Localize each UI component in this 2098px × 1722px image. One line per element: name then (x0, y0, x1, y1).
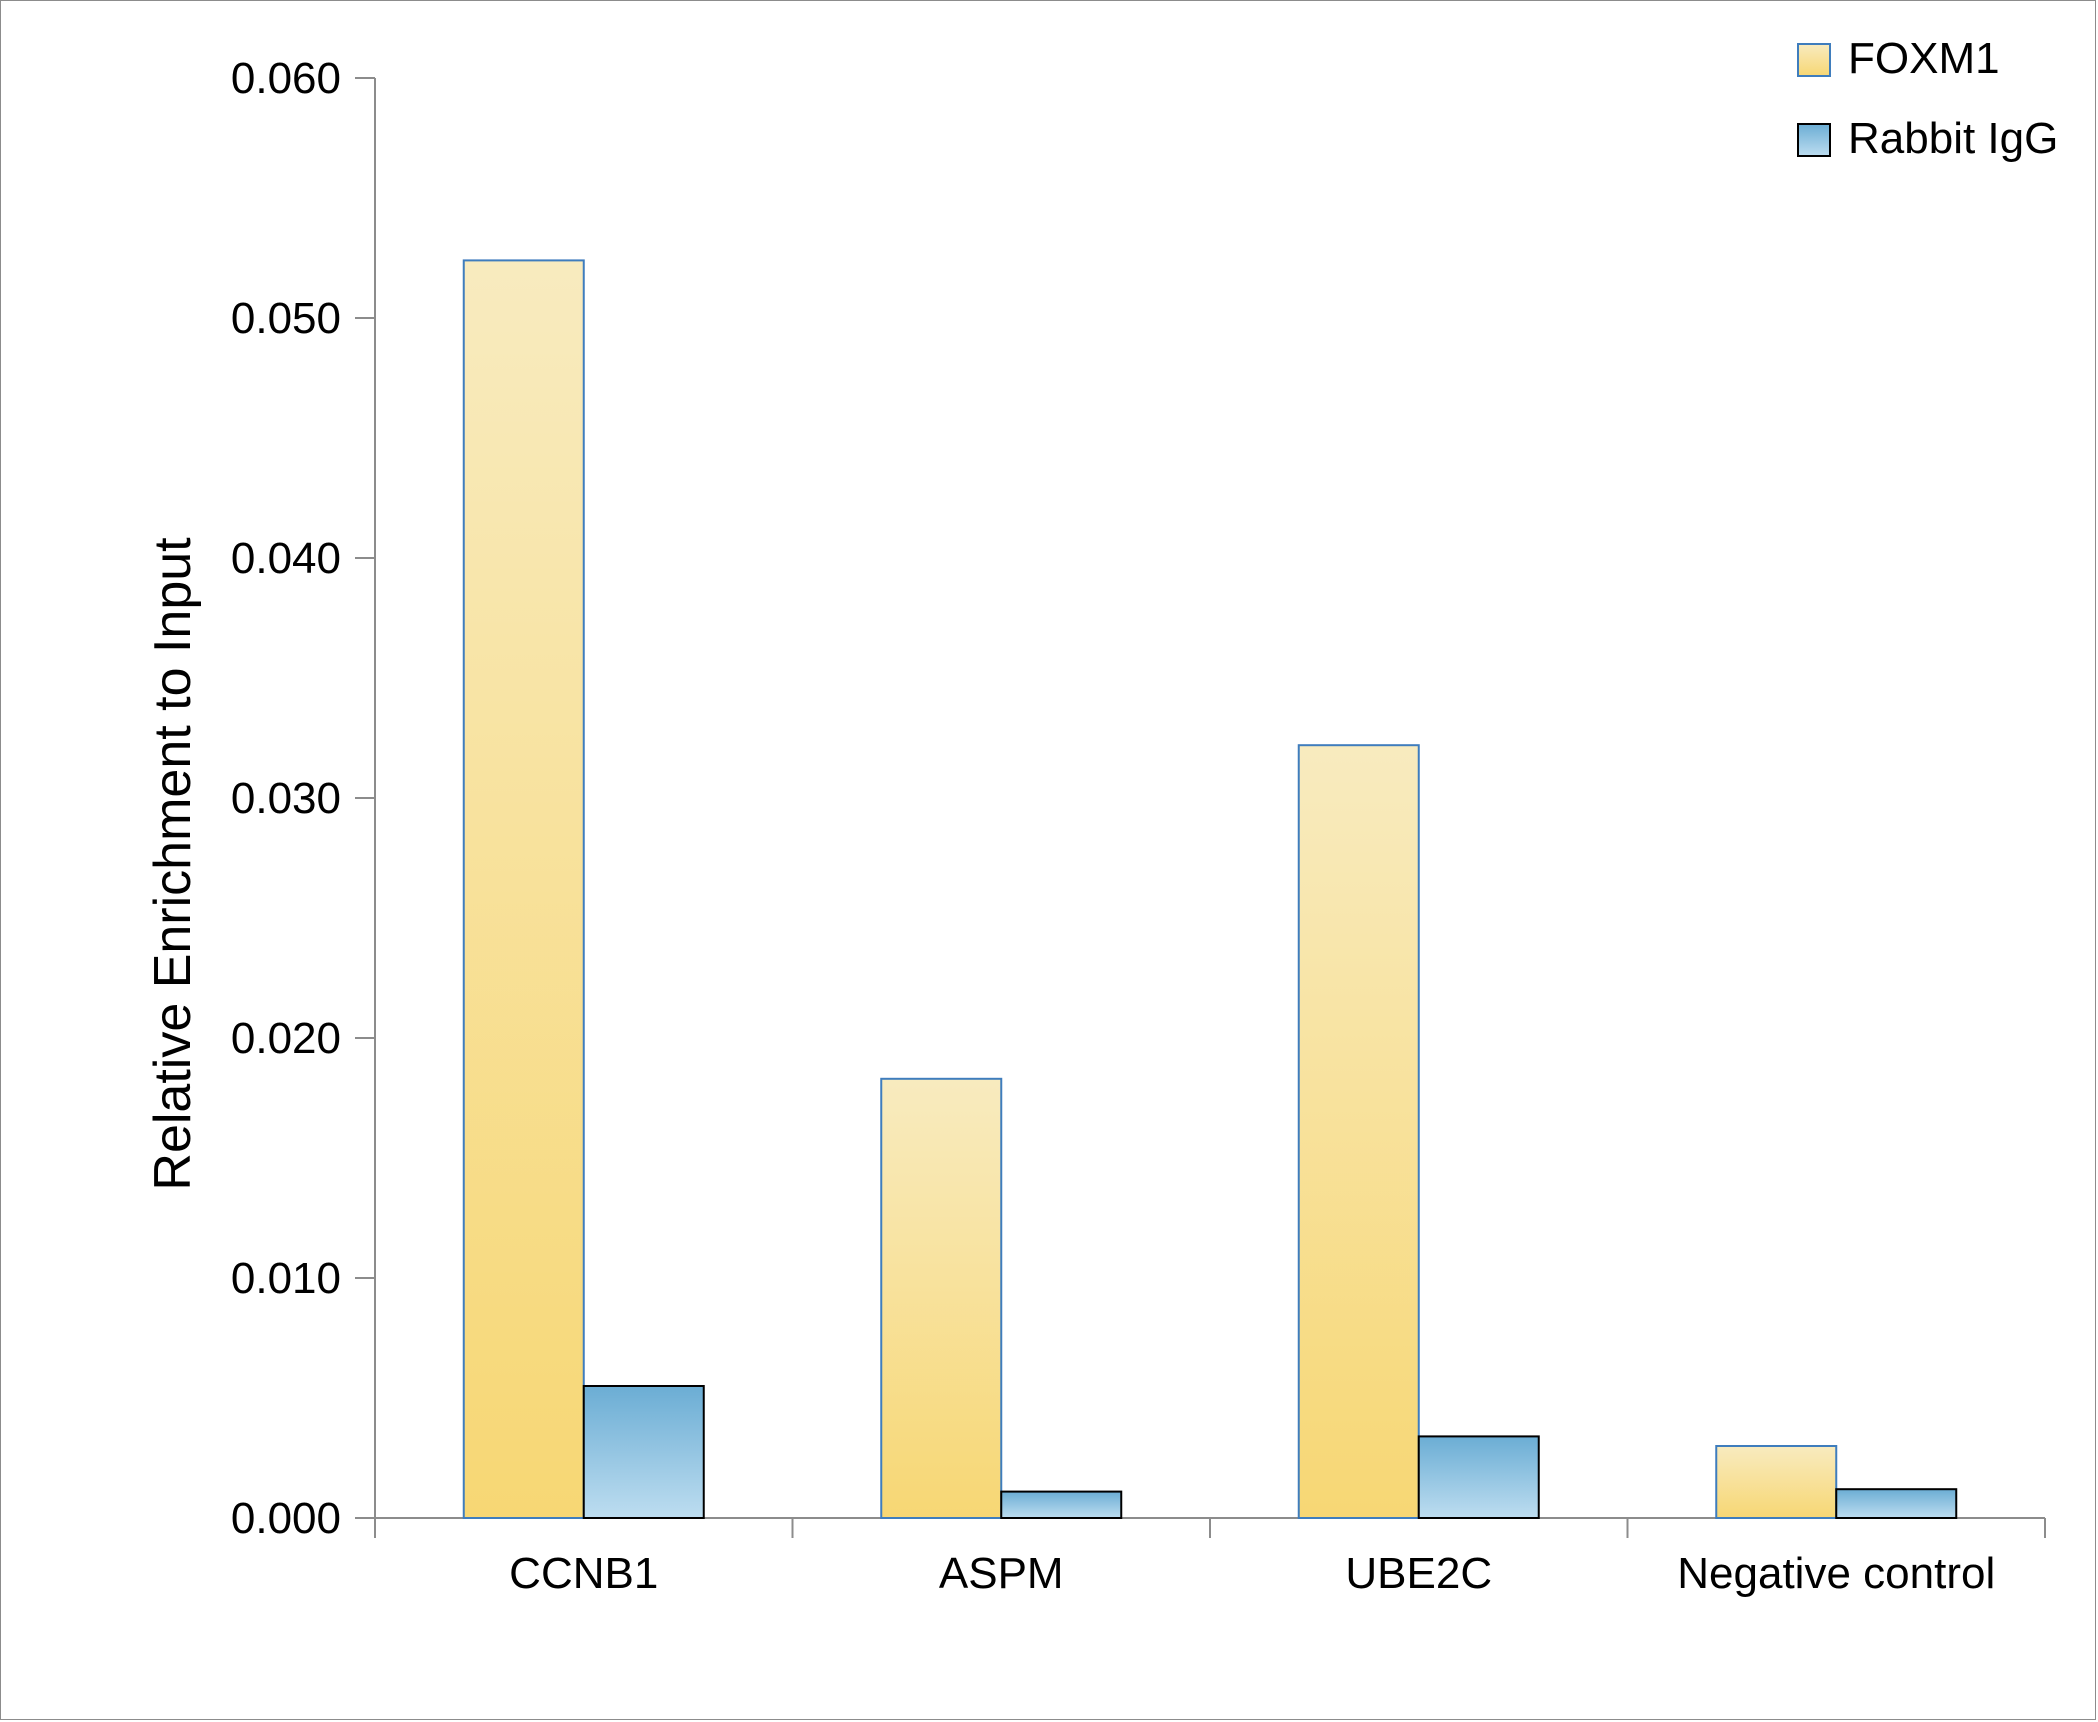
legend: FOXM1 Rabbit IgG (1797, 34, 2058, 163)
y-tick-label: 0.050 (231, 294, 341, 343)
bar-rabbit-igg-aspm (1000, 1490, 1123, 1519)
legend-swatch (1797, 43, 1831, 77)
bar-rabbit-igg-negative-control (1835, 1488, 1958, 1519)
bar-foxm1-ube2c (1297, 744, 1420, 1519)
y-axis-title: Relative Enrichment to Input (144, 537, 202, 1191)
x-tick-label: Negative control (1677, 1549, 1995, 1598)
bar-rabbit-igg-ube2c (1417, 1435, 1540, 1520)
legend-label: Rabbit IgG (1848, 114, 2058, 163)
x-tick-label: CCNB1 (509, 1549, 658, 1598)
bars (462, 259, 1958, 1520)
legend-label: FOXM1 (1848, 34, 2000, 83)
y-tick-label: 0.000 (231, 1494, 341, 1543)
bar-foxm1-negative-control (1715, 1445, 1838, 1519)
bar-foxm1-aspm (880, 1077, 1003, 1520)
y-tick-label: 0.010 (231, 1254, 341, 1303)
y-tick-label: 0.020 (231, 1014, 341, 1063)
bar-rabbit-igg-ccnb1 (582, 1385, 705, 1519)
x-tick-label: ASPM (939, 1549, 1064, 1598)
y-tick-label: 0.060 (231, 54, 341, 103)
y-axis: 0.000 0.010 0.020 0.030 0.040 0.050 0.060 (231, 54, 376, 1543)
legend-swatch (1797, 123, 1831, 157)
y-tick-label: 0.040 (231, 534, 341, 583)
x-tick-label: UBE2C (1345, 1549, 1492, 1598)
y-tick-label: 0.030 (231, 774, 341, 823)
bar-foxm1-ccnb1 (462, 259, 585, 1519)
x-axis: CCNB1 ASPM UBE2C Negative control (374, 1517, 2046, 1598)
